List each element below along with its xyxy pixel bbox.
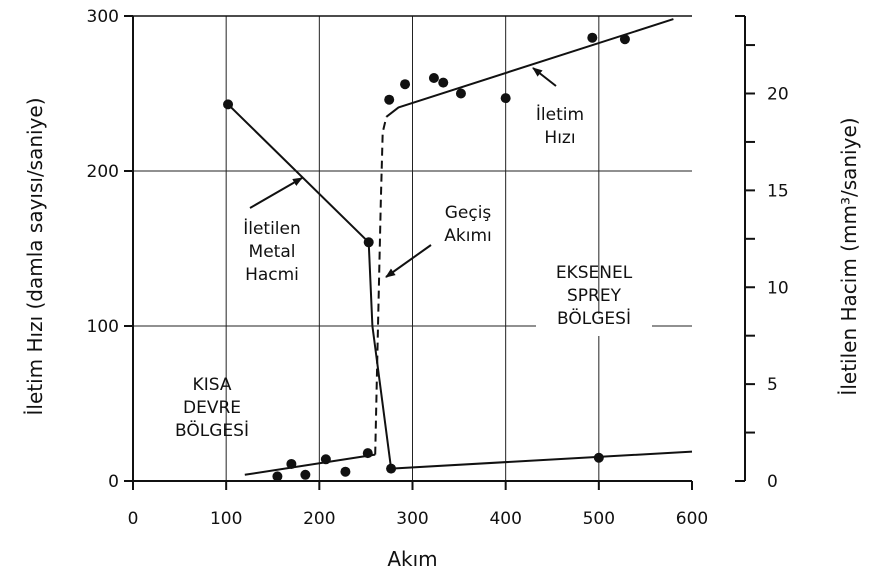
x-tick-label: 600: [676, 509, 708, 529]
data-point: [455, 88, 466, 99]
annotation-line: Metal: [249, 242, 296, 262]
annotation-line: Hacmi: [245, 265, 299, 285]
y-right-tick-label: 20: [767, 85, 789, 105]
data-point: [500, 93, 511, 104]
annotation-line: BÖLGESİ: [557, 307, 631, 329]
annotation-line: SPREY: [567, 286, 622, 306]
data-point: [384, 94, 395, 105]
curves: [227, 18, 693, 476]
x-tick-label: 200: [303, 509, 335, 529]
data-point: [428, 73, 439, 83]
gecis-akimi-label: Geçiş Akımı: [444, 203, 491, 246]
annotation-line: KISA: [193, 375, 232, 395]
iletim-hizi-label: İletim Hızı: [536, 104, 584, 148]
kisa-devre-label: KISA DEVRE BÖLGESİ: [175, 375, 249, 441]
annotation-line: Hızı: [544, 128, 575, 148]
data-point: [587, 32, 598, 43]
y-right-tick-label: 15: [767, 181, 789, 201]
y-right-tick-label: 10: [767, 278, 789, 298]
x-tick-label: 500: [583, 509, 615, 529]
x-axis-title: Akım: [387, 547, 437, 571]
data-point: [362, 448, 373, 459]
data-point: [400, 79, 411, 90]
data-point: [300, 469, 311, 480]
x-tick-label: 0: [128, 509, 139, 529]
data-point: [272, 471, 283, 482]
x-tick-label: 300: [396, 509, 428, 529]
data-points: [223, 32, 630, 482]
data-point: [320, 454, 331, 465]
annotation-line: Geçiş: [445, 203, 492, 223]
gecis-akimi-arrow: [385, 244, 432, 278]
data-point: [363, 237, 374, 248]
y-axis-title-left: İletim Hızı (damla sayısı/saniye): [23, 97, 47, 415]
label-backdrop: [536, 314, 652, 336]
data-point: [340, 466, 351, 477]
curve-2: [374, 116, 388, 455]
y-axis-title-right: İletilen Hacim (mm³/saniye): [837, 117, 861, 395]
y-right-tick-label: 5: [767, 375, 778, 395]
annotation-line: İletilen: [243, 218, 301, 239]
y-tick-label: 100: [87, 317, 119, 337]
annotations: İletim Hızı İletilen Metal Hacmi Geçiş Akımı EK…: [175, 67, 633, 441]
y-tick-label: 0: [108, 472, 119, 492]
y-right-tick-label: 0: [767, 472, 778, 492]
curve-3: [385, 18, 674, 118]
iletilen-metal-hacmi-label: İletilen Metal Hacmi: [243, 218, 301, 285]
y-tick-label: 300: [87, 7, 119, 27]
data-point: [286, 458, 297, 469]
annotation-line: EKSENEL: [556, 263, 633, 283]
y-tick-label: 200: [87, 162, 119, 182]
metal-hacmi-arrow: [249, 177, 303, 209]
data-point: [386, 463, 397, 474]
x-tick-label: 100: [210, 509, 242, 529]
annotation-line: DEVRE: [183, 398, 241, 418]
annotation-line: BÖLGESİ: [175, 419, 249, 441]
data-point: [619, 34, 630, 45]
curve-1: [244, 453, 376, 476]
data-point: [593, 452, 604, 463]
annotation-line: Akımı: [444, 226, 491, 246]
data-point: [223, 99, 234, 110]
eksenel-sprey-label: EKSENEL SPREY BÖLGESİ: [556, 263, 633, 329]
iletim-hizi-arrow: [532, 67, 557, 87]
x-tick-label: 400: [489, 509, 521, 529]
curve-4: [227, 103, 693, 470]
data-point: [438, 77, 449, 88]
annotation-line: İletim: [536, 104, 584, 125]
